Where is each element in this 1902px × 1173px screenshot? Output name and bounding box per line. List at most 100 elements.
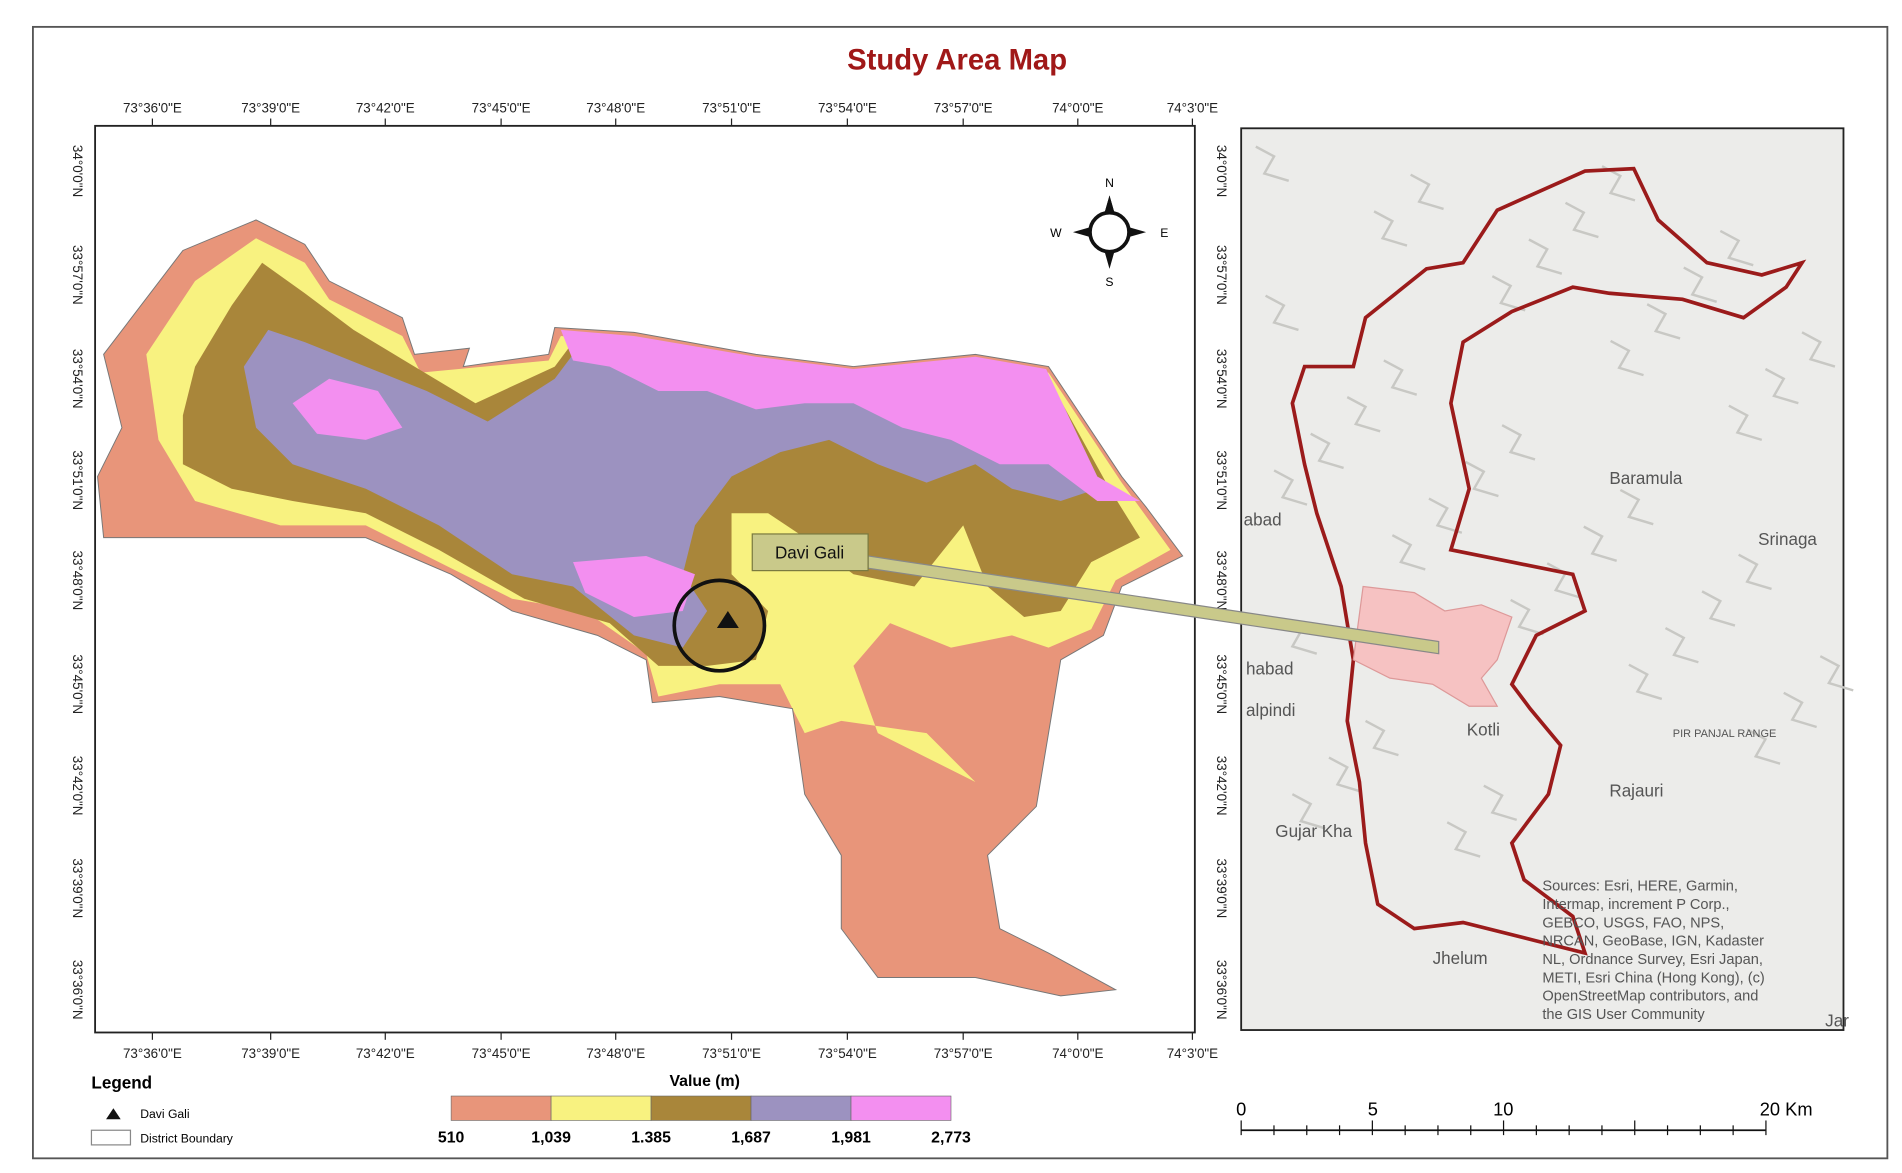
terrain-shade	[1619, 488, 1654, 526]
latitude-label: 33°36'0"N	[1214, 960, 1229, 1020]
ramp-label: 1,687	[731, 1129, 771, 1146]
inset-frame	[1240, 127, 1845, 1031]
latitude-label: 34°0'0"N	[1214, 145, 1229, 197]
elevation-zone	[573, 555, 695, 618]
place-label: habad	[1246, 659, 1293, 678]
sources-line: OpenStreetMap contributors, and	[1542, 989, 1758, 1005]
legend-item: District Boundary	[140, 1131, 234, 1145]
sources-line: GEBCO, USGS, FAO, NPS,	[1542, 915, 1724, 931]
longitude-label: 74°0'0"E	[1052, 100, 1103, 115]
longitude-label: 73°42'0"E	[356, 100, 415, 115]
longitude-label: 73°54'0"E	[818, 1046, 877, 1061]
scale-label: 0	[1236, 1099, 1246, 1120]
terrain-shade	[1391, 534, 1426, 571]
terrain-shade	[1364, 719, 1399, 757]
compass-n: N	[1105, 176, 1114, 190]
latitude-label: 33°57'0"N	[70, 245, 85, 305]
longitude-label: 73°42'0"E	[356, 1046, 415, 1061]
place-label: Gujar Kha	[1275, 822, 1352, 841]
place-label: Srinaga	[1758, 530, 1817, 549]
terrain-shade	[1783, 691, 1818, 729]
compass-point	[1129, 227, 1147, 238]
compass-s: S	[1105, 275, 1113, 289]
longitude-label: 73°48'0"E	[586, 1046, 645, 1061]
longitude-label: 74°3'0"E	[1167, 1046, 1218, 1061]
compass-point	[1072, 227, 1090, 238]
latitude-label: 33°48'0"N	[1214, 551, 1229, 611]
latitude-label: 33°45'0"N	[70, 654, 85, 714]
callout-label: Davi Gali	[775, 543, 844, 562]
terrain-shade	[1664, 626, 1699, 664]
latitude-label: 34°0'0"N	[70, 145, 85, 197]
ramp-label: 1,981	[831, 1129, 871, 1146]
ramp-label: 1.385	[631, 1129, 671, 1146]
longitude-label: 73°39'0"E	[241, 1046, 300, 1061]
terrain-shade	[1564, 201, 1599, 239]
color-ramp	[450, 1095, 552, 1121]
place-label: PIR PANJAL RANGE	[1673, 728, 1777, 740]
longitude-label: 73°51'0"E	[702, 100, 761, 115]
place-label: alpindi	[1246, 701, 1295, 720]
callout-box	[751, 533, 869, 572]
latitude-label: 33°51'0"N	[1214, 450, 1229, 510]
terrain-shade	[1346, 396, 1381, 433]
latitude-label: 33°42'0"N	[1214, 756, 1229, 816]
terrain-shade	[1546, 562, 1581, 599]
terrain-shade	[1310, 432, 1344, 470]
sources-line: NL, Ordnance Survey, Esri Japan,	[1542, 952, 1763, 968]
terrain-shade	[1719, 229, 1754, 267]
place-label: Kotli	[1467, 721, 1500, 740]
legend-swatch	[90, 1129, 132, 1146]
elevation-zone	[560, 329, 1140, 501]
terrain-shade	[1291, 793, 1326, 830]
latitude-label: 33°51'0"N	[70, 450, 85, 510]
longitude-label: 73°39'0"E	[241, 100, 300, 115]
location-circle	[672, 578, 767, 673]
place-label: Jar	[1825, 1011, 1849, 1030]
compass-ring	[1088, 210, 1131, 254]
district-boundary	[97, 219, 1184, 997]
longitude-label: 73°57'0"E	[934, 1046, 993, 1061]
place-label: Rajauri	[1609, 782, 1663, 801]
terrain-shade	[1483, 784, 1518, 822]
terrain-shade	[1410, 173, 1444, 211]
terrain-shade	[1738, 553, 1772, 591]
compass-point	[1104, 251, 1115, 269]
latitude-label: 33°57'0"N	[1214, 245, 1229, 305]
longitude-label: 73°48'0"E	[586, 100, 645, 115]
scale-label: 20 Km	[1760, 1099, 1813, 1120]
terrain-shade	[1728, 404, 1763, 442]
sources-line: Sources: Esri, HERE, Garmin,	[1542, 879, 1738, 895]
longitude-label: 73°51'0"E	[702, 1046, 761, 1061]
terrain-shade	[1491, 275, 1526, 312]
terrain-shade	[1510, 598, 1544, 636]
terrain-shade	[1255, 145, 1290, 183]
terrain-shade	[1373, 210, 1408, 247]
scale-label: 10	[1493, 1099, 1513, 1120]
latitude-label: 33°45'0"N	[1214, 654, 1229, 714]
terrain-shade	[1464, 460, 1499, 498]
sources-line: the GIS User Community	[1542, 1007, 1705, 1023]
value-title: Value (m)	[669, 1073, 739, 1090]
longitude-label: 74°3'0"E	[1167, 100, 1218, 115]
place-label: Baramula	[1609, 469, 1683, 488]
sources-line: NRCAN, GeoBase, IGN, Kadaster	[1542, 934, 1764, 950]
terrain-shade	[1646, 303, 1681, 340]
map-title: Study Area Map	[847, 44, 1067, 77]
terrain-shade	[1801, 331, 1836, 368]
longitude-label: 73°36'0"E	[123, 100, 182, 115]
terrain-shade	[1264, 294, 1299, 332]
longitude-label: 73°57'0"E	[934, 100, 993, 115]
terrain-shade	[1819, 655, 1854, 692]
terrain-shade	[1628, 663, 1663, 701]
sources-line: METI, Esri China (Hong Kong), (c)	[1542, 970, 1764, 986]
latitude-label: 33°39'0"N	[70, 858, 85, 918]
terrain-shade	[1701, 590, 1736, 627]
scale-label: 5	[1368, 1099, 1378, 1120]
terrain-shade	[1501, 424, 1536, 461]
compass-e: E	[1160, 226, 1168, 240]
legend-title: Legend	[91, 1074, 152, 1093]
elevation-zone	[292, 378, 403, 440]
sources-line: Intermap, increment P Corp.,	[1542, 897, 1729, 913]
color-ramp	[650, 1095, 752, 1121]
